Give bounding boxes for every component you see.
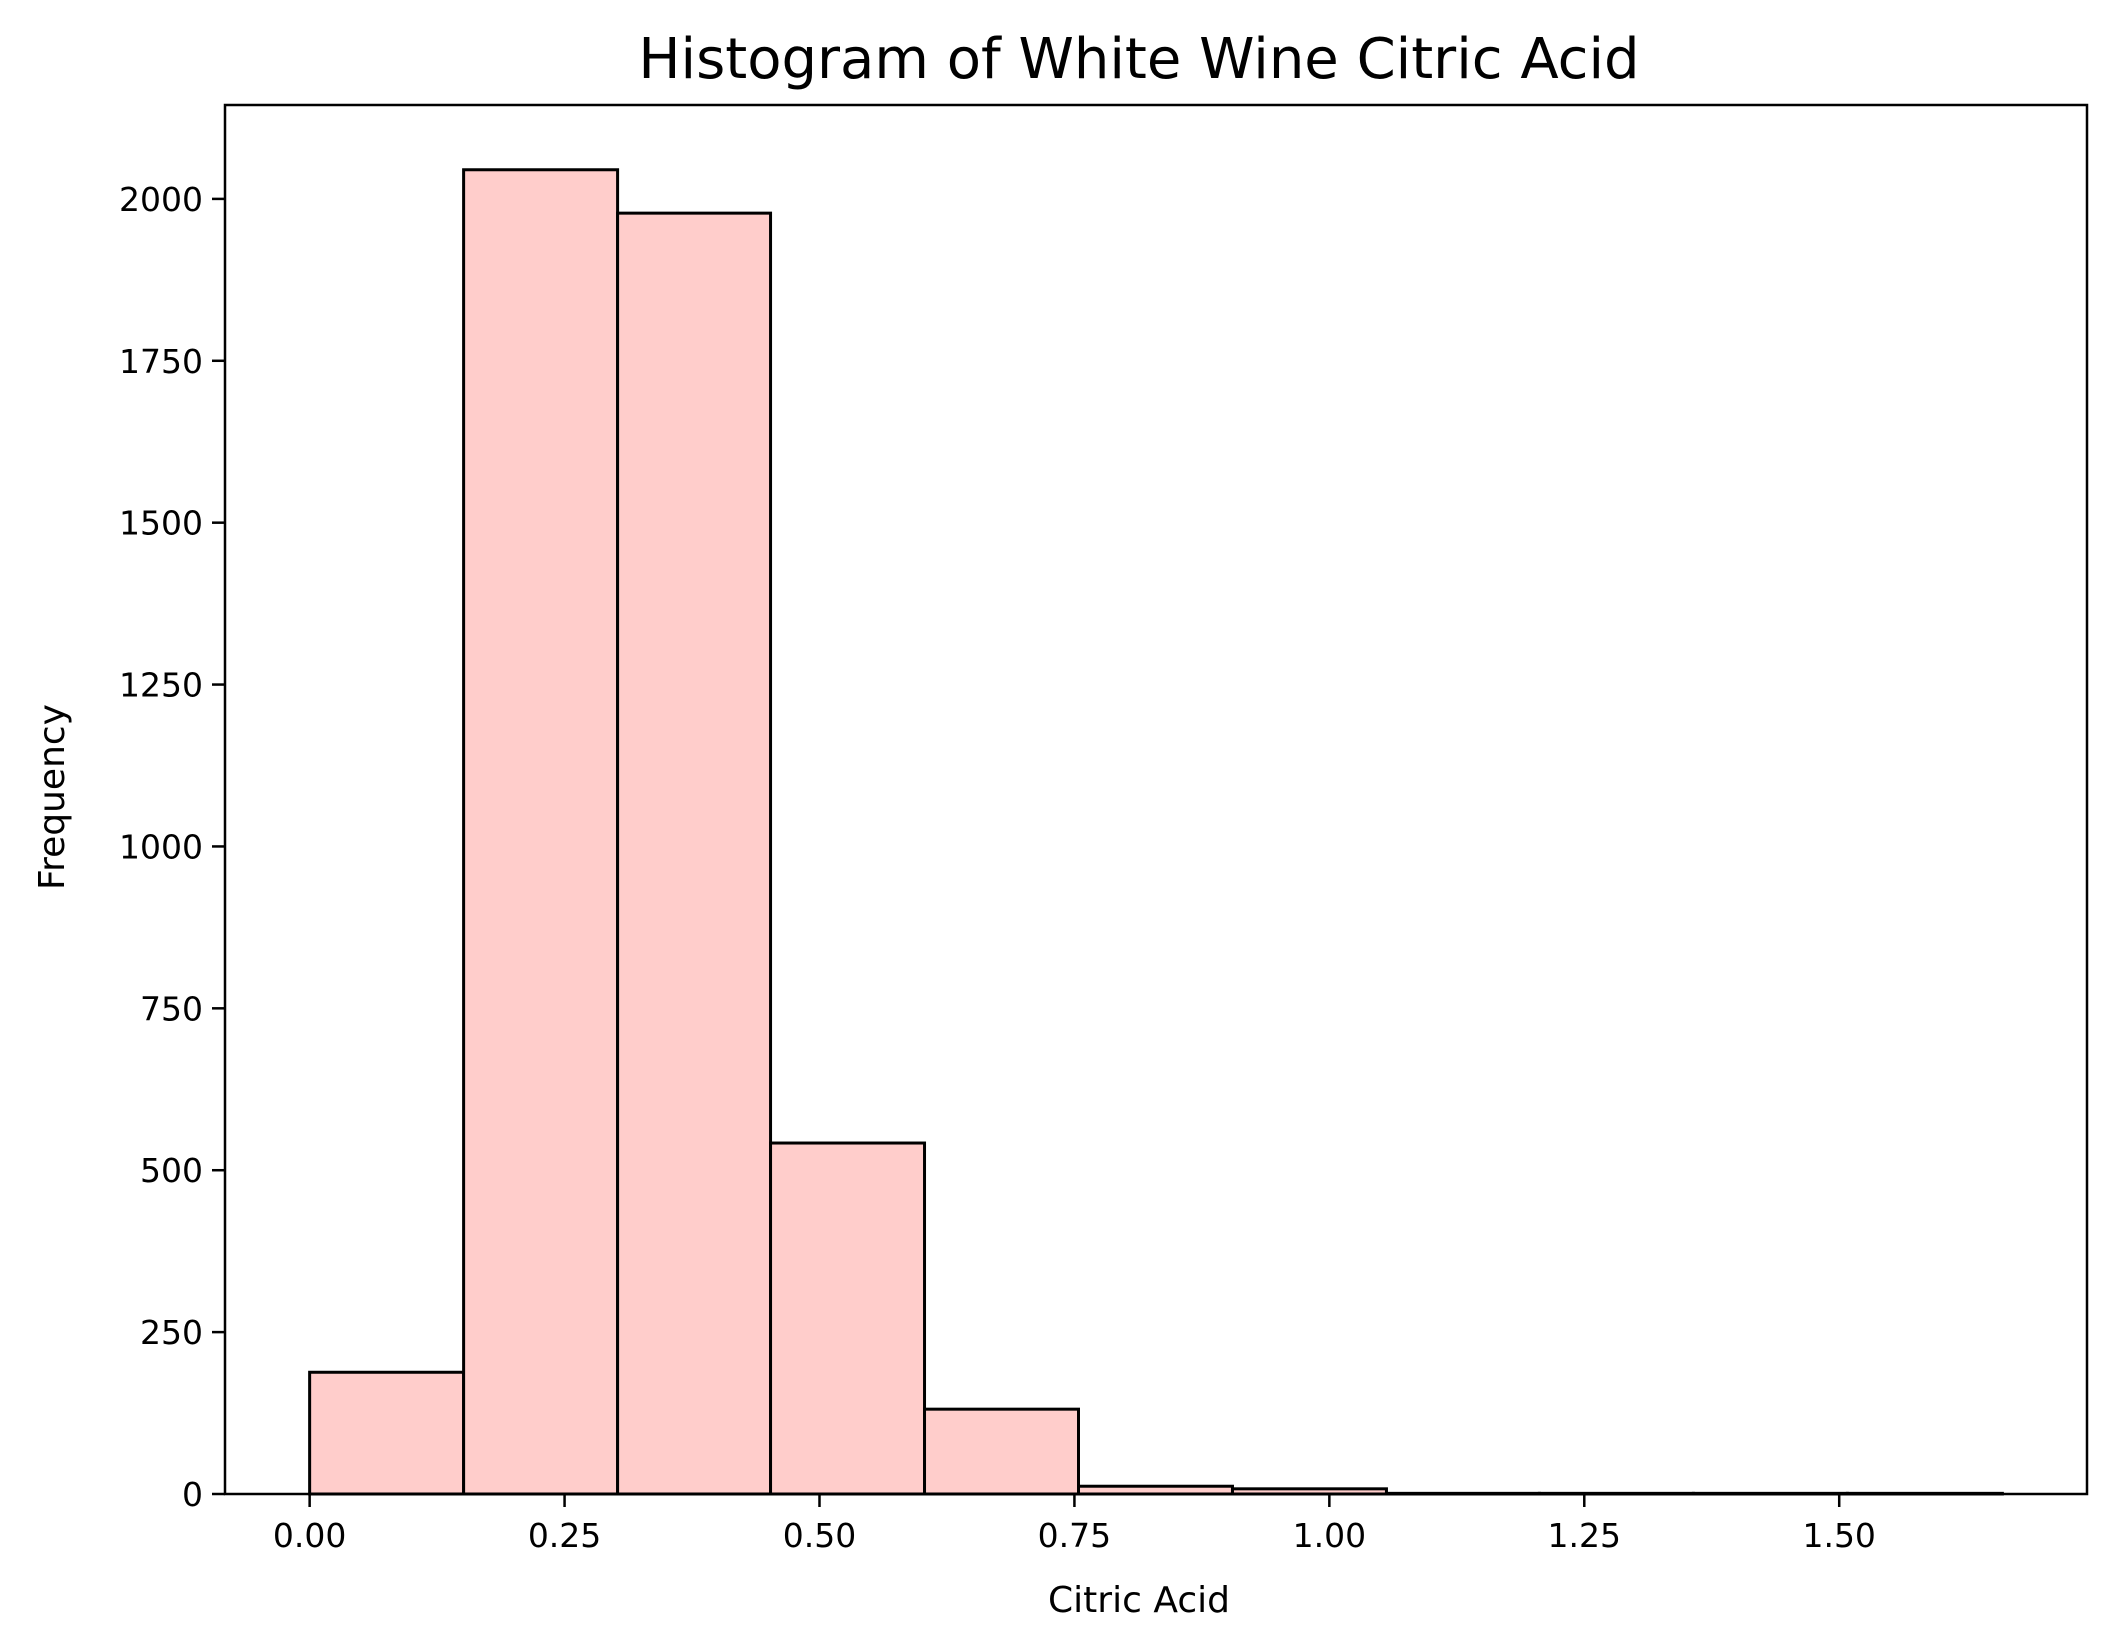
x-tick-label: 1.50 [1802, 1516, 1875, 1555]
histogram-bar-3 [769, 1141, 927, 1496]
bars-group [308, 168, 2004, 1496]
plot-frame [223, 103, 2089, 1496]
x-tick-label: 0.75 [1038, 1516, 1111, 1555]
x-tick-label: 0.00 [273, 1516, 346, 1555]
y-axis: 0 250 500 750 1000 1250 1500 1750 2000 [119, 180, 225, 1514]
y-tick-label: 2000 [119, 180, 203, 219]
x-tick-label: 0.25 [528, 1516, 601, 1555]
histogram-bar-0 [308, 1370, 466, 1496]
histogram-bar-1 [462, 168, 620, 1496]
y-tick-label: 1500 [119, 504, 203, 543]
x-axis-label: Citric Acid [1048, 1580, 1230, 1621]
chart-title: Histogram of White Wine Citric Acid [638, 27, 1639, 92]
histogram-bar-2 [616, 211, 773, 1496]
y-tick-label: 1250 [119, 666, 203, 705]
y-tick-label: 500 [140, 1151, 203, 1190]
y-axis-label: Frequency [32, 704, 73, 890]
histogram-bar-4 [923, 1407, 1081, 1496]
x-tick-label: 1.25 [1548, 1516, 1621, 1555]
y-tick-label: 1000 [119, 827, 203, 866]
y-tick-label: 1750 [119, 342, 203, 381]
x-tick-label: 0.50 [783, 1516, 856, 1555]
y-tick-label: 250 [140, 1313, 203, 1352]
y-tick-label: 0 [182, 1475, 203, 1514]
y-tick-label: 750 [140, 989, 203, 1028]
x-tick-label: 1.00 [1293, 1516, 1366, 1555]
x-axis: 0.00 0.25 0.50 0.75 1.00 1.25 1.50 [273, 1494, 1876, 1555]
